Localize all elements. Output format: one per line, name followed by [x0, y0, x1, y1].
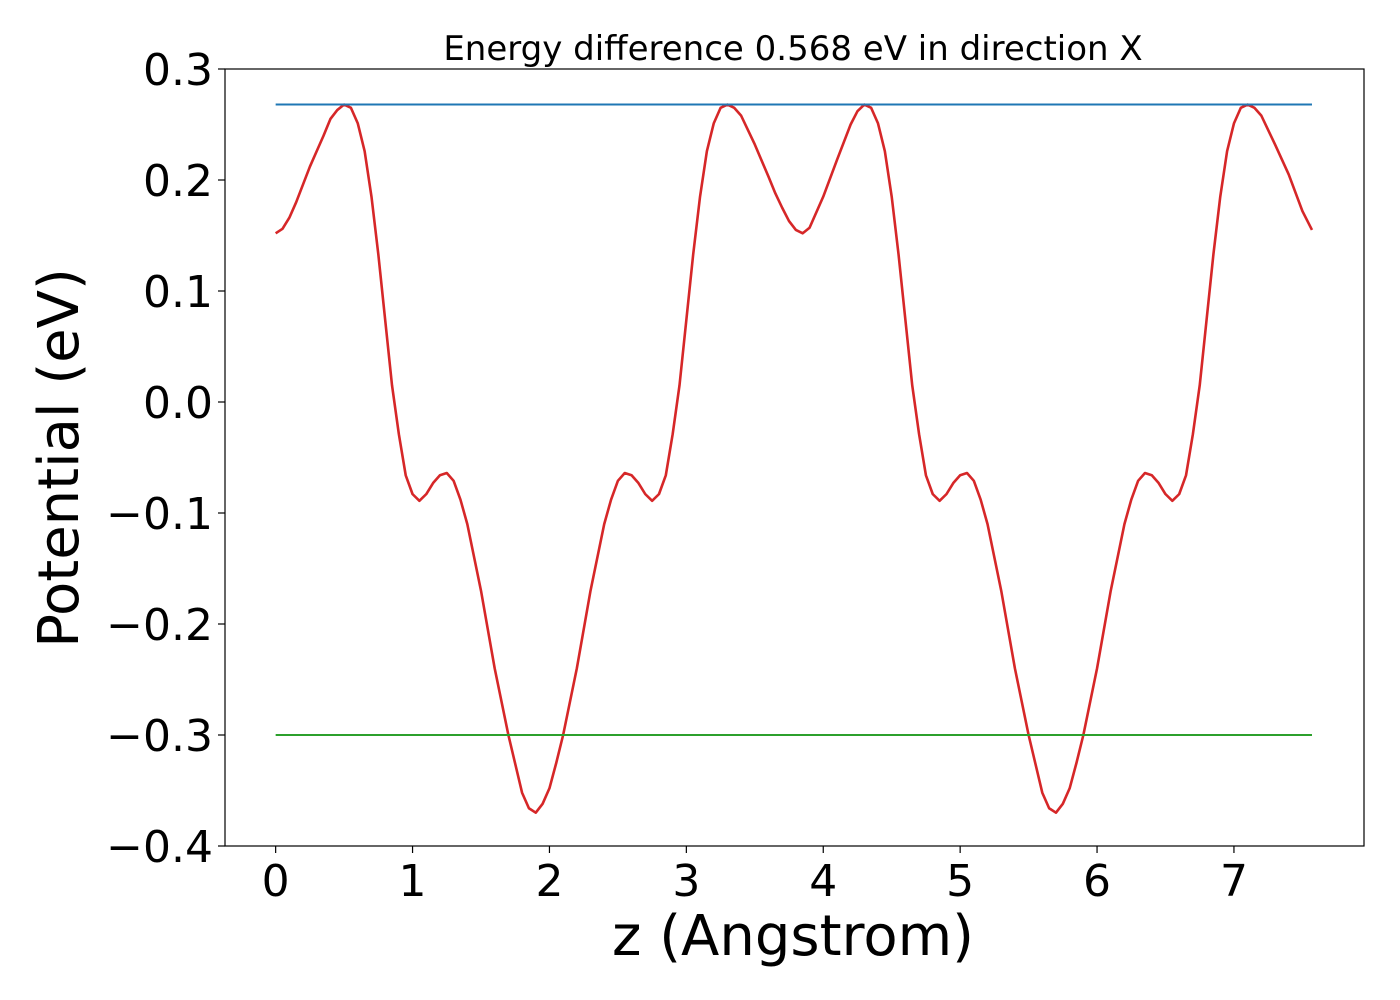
- x-tick-label: 6: [1083, 856, 1111, 907]
- x-tick-label: 2: [535, 856, 563, 907]
- x-axis: 0 1 2 3 4 5 6 7: [262, 846, 1248, 907]
- y-axis-label: Potential (eV): [27, 268, 92, 648]
- chart-title: Energy difference 0.568 eV in direction …: [443, 29, 1142, 69]
- plot-lines: [274, 103, 1314, 815]
- y-tick-label: −0.1: [106, 489, 213, 540]
- potential-curve: [274, 103, 1314, 815]
- x-tick-label: 0: [262, 856, 290, 907]
- y-tick-label: −0.3: [106, 711, 213, 762]
- y-tick-label: 0.3: [143, 45, 213, 96]
- y-tick-label: −0.2: [106, 600, 213, 651]
- y-tick-label: 0.1: [143, 267, 213, 318]
- y-tick-label: −0.4: [106, 822, 213, 873]
- x-tick-label: 7: [1220, 856, 1248, 907]
- y-tick-label: 0.0: [143, 378, 213, 429]
- plot-frame: [224, 68, 1365, 847]
- y-tick-label: 0.2: [143, 156, 213, 207]
- x-tick-label: 1: [399, 856, 427, 907]
- x-tick-label: 5: [946, 856, 974, 907]
- y-axis: 0.3 0.2 0.1 0.0 −0.1 −0.2 −0.3 −0.4: [106, 45, 225, 873]
- x-axis-label: z (Angstrom): [612, 904, 974, 969]
- x-tick-label: 3: [672, 856, 700, 907]
- x-tick-label: 4: [809, 856, 837, 907]
